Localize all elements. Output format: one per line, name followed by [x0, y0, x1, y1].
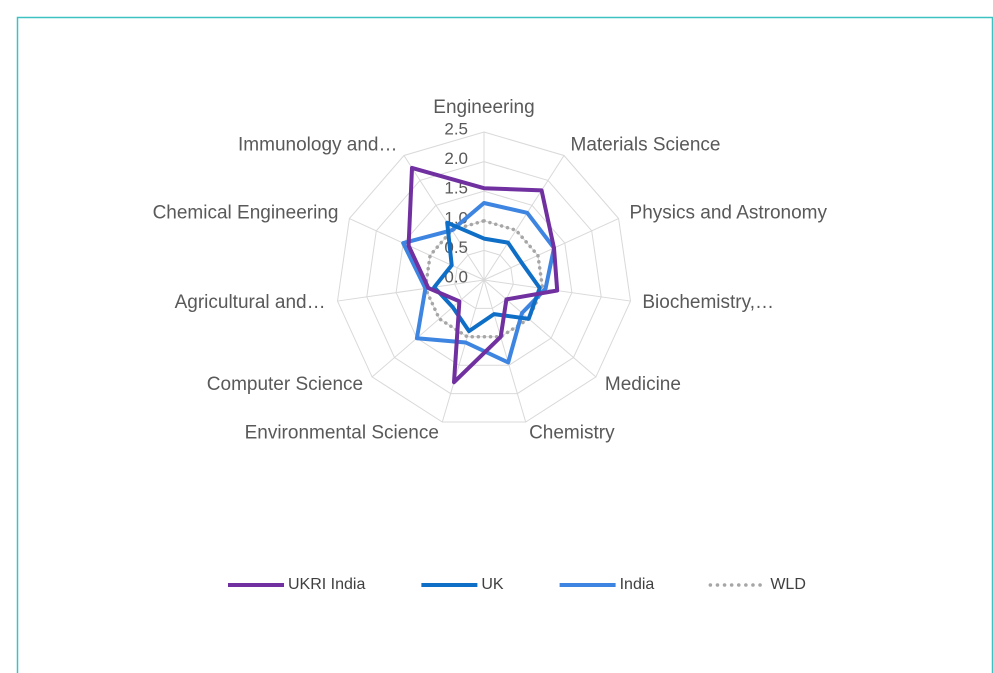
tick-label: 2.0: [444, 149, 468, 168]
series-line: [432, 220, 542, 334]
category-label: Engineering: [433, 97, 534, 118]
legend-label: UKRI India: [288, 576, 365, 593]
category-label: Medicine: [605, 374, 681, 395]
spoke: [483, 279, 597, 378]
grid-ring: [336, 131, 632, 423]
category-label: Biochemistry,…: [642, 292, 774, 313]
legend-label: WLD: [770, 576, 806, 593]
spoke: [483, 155, 565, 281]
tick-label: 0.0: [444, 267, 468, 286]
spoke: [441, 279, 485, 423]
spoke: [371, 279, 485, 378]
category-label: Chemistry: [529, 423, 615, 444]
spoke: [337, 279, 485, 302]
tick-label: 2.5: [444, 119, 468, 138]
category-label: Chemical Engineering: [153, 203, 339, 224]
legend-label: UK: [481, 576, 504, 593]
category-label: Materials Science: [571, 134, 721, 155]
series-line: [423, 219, 545, 339]
spoke: [403, 155, 485, 281]
grid-ring: [454, 249, 514, 309]
grid-ring: [366, 161, 602, 395]
category-label: Environmental Science: [245, 423, 439, 444]
series-line: [406, 165, 560, 385]
spoke: [483, 218, 619, 281]
category-label: Agricultural and…: [175, 292, 326, 313]
category-label: Computer Science: [207, 374, 363, 395]
spoke: [483, 279, 527, 423]
category-label: Physics and Astronomy: [630, 203, 828, 224]
legend-label: India: [620, 576, 655, 593]
category-label: Immunology and…: [238, 134, 397, 155]
spoke: [349, 218, 485, 281]
